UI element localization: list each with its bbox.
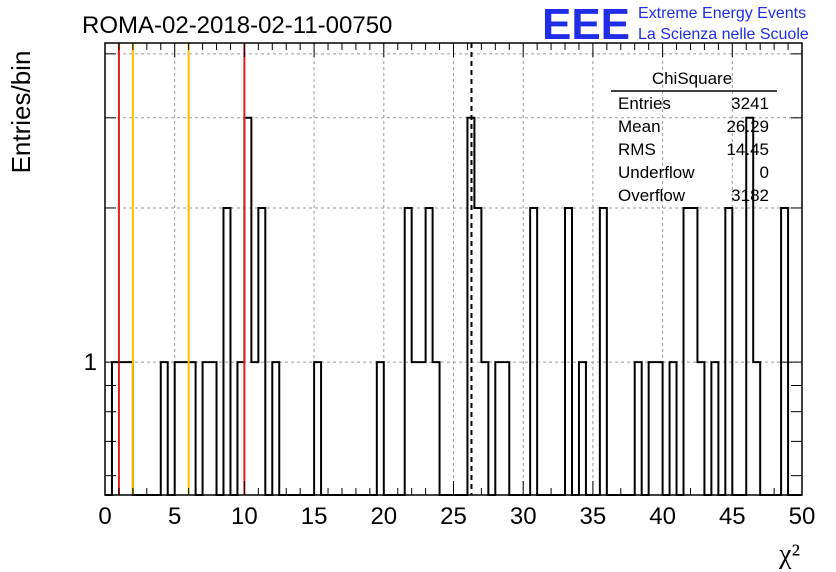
histogram-bin (175, 362, 182, 495)
histogram-bin (244, 118, 251, 495)
stats-title: ChiSquare (652, 69, 732, 88)
x-axis-label: χ² (778, 539, 800, 570)
x-tick-label: 45 (719, 503, 746, 530)
x-tick-label: 50 (789, 503, 816, 530)
histogram-bin (189, 362, 196, 495)
histogram-bin (670, 362, 677, 495)
marker-lines (117, 43, 473, 495)
axis-ticks: 0 5 10 15 20 25 30 35 40 45 50 1 (84, 43, 816, 530)
stats-label-rms: RMS (618, 140, 656, 159)
y-tick-label: 1 (84, 349, 97, 376)
histogram-bin (481, 362, 488, 495)
x-tick-label: 35 (580, 503, 607, 530)
histogram-bin (182, 362, 189, 495)
histogram-bin (126, 362, 133, 495)
stats-label-overflow: Overflow (618, 186, 686, 205)
histogram-bin (579, 362, 586, 495)
x-tick-label: 30 (510, 503, 537, 530)
histogram-bin (690, 208, 697, 495)
x-tick-label: 0 (98, 503, 111, 530)
histogram-bin (405, 208, 412, 495)
x-tick-label: 15 (301, 503, 328, 530)
stats-label-underflow: Underflow (618, 163, 695, 182)
eee-logo: EEE Extreme Energy Events La Scienza nel… (542, 0, 809, 49)
histogram-bin (112, 362, 119, 495)
histogram-bin (530, 208, 537, 495)
stats-value-mean: 26.29 (726, 117, 769, 136)
stats-value-rms: 14.45 (726, 140, 769, 159)
histogram-bin (426, 208, 433, 495)
histogram-bin (272, 362, 279, 495)
histogram-bin (119, 362, 126, 495)
histogram-bin (237, 362, 244, 495)
x-tick-label: 40 (649, 503, 676, 530)
x-tick-label: 20 (370, 503, 397, 530)
chart-title: ROMA-02-2018-02-11-00750 (82, 12, 392, 39)
logo-line-1: Extreme Energy Events (638, 5, 806, 22)
histogram-bin (412, 362, 419, 495)
histogram-bin (161, 362, 168, 495)
histogram-bars (105, 116, 802, 496)
histogram-bin (565, 208, 572, 495)
histogram-bin (697, 362, 704, 495)
logo-line-2: La Scienza nelle Scuole (638, 26, 809, 43)
histogram-bin (433, 362, 440, 495)
histogram-bin (203, 362, 210, 495)
stats-label-mean: Mean (618, 117, 661, 136)
histogram-bin (502, 362, 509, 495)
stats-value-underflow: 0 (760, 163, 769, 182)
histogram-bin (419, 362, 426, 495)
histogram-bin (377, 362, 384, 495)
histogram-bin (711, 362, 718, 495)
histogram-bin (474, 208, 481, 495)
histogram-bin (725, 208, 732, 495)
histogram-bin (635, 362, 642, 495)
histogram-bin (258, 208, 265, 495)
x-tick-label: 5 (168, 503, 181, 530)
histogram-bin (656, 362, 663, 495)
histogram-bin (781, 208, 788, 495)
histogram-bin (753, 362, 760, 495)
histogram-bin (600, 208, 607, 495)
x-tick-label: 10 (231, 503, 258, 530)
y-axis-label: Entries/bin (6, 51, 36, 174)
histogram-bin (210, 362, 217, 495)
logo-mark: EEE (542, 0, 630, 49)
histogram-bin (495, 362, 502, 495)
histogram-outline (105, 116, 802, 496)
histogram-bin (223, 208, 230, 495)
histogram-bin (649, 362, 656, 495)
histogram-bin (684, 208, 691, 495)
stats-label-entries: Entries (618, 94, 671, 113)
stats-box: ChiSquare Entries 3241 Mean 26.29 RMS 14… (611, 69, 777, 205)
stats-value-overflow: 3182 (731, 186, 769, 205)
stats-value-entries: 3241 (731, 94, 769, 113)
histogram-bin (746, 118, 753, 495)
x-tick-label: 25 (440, 503, 467, 530)
histogram-bin (314, 362, 321, 495)
histogram-bin (251, 362, 258, 495)
